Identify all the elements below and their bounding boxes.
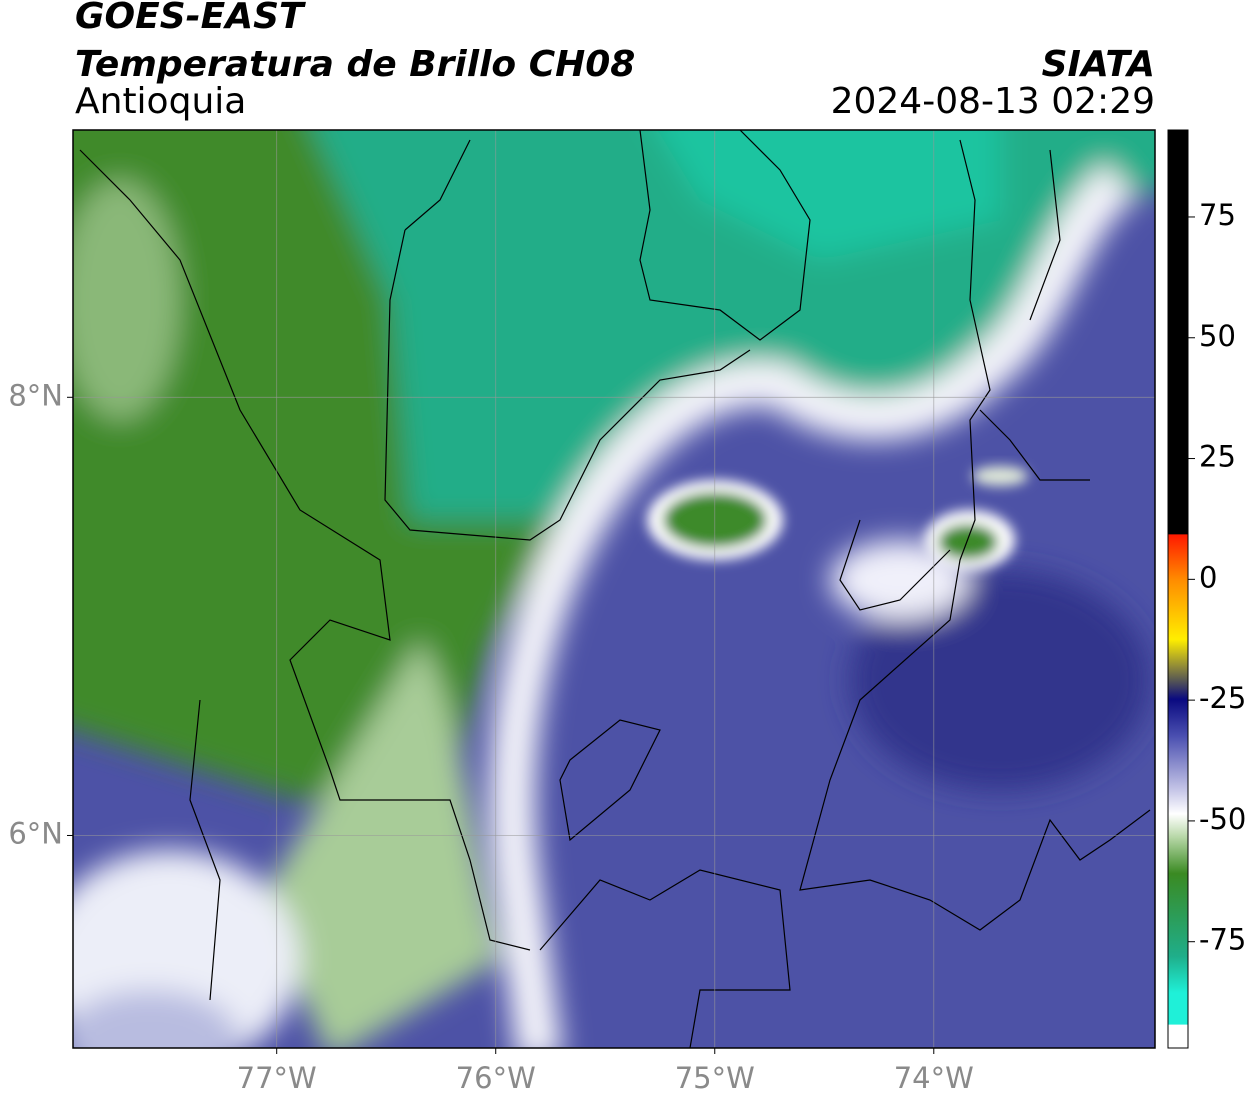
- x-tick-label: 77°W: [237, 1061, 317, 1095]
- cold-core: [850, 570, 1150, 790]
- satellite-field: [73, 130, 1155, 1048]
- light-green-west: [73, 180, 180, 420]
- source: SIATA: [1042, 44, 1155, 85]
- datetime: 2024-08-13 02:29: [831, 81, 1155, 122]
- colorbar-tick-label: -25: [1199, 681, 1246, 715]
- lavender-patch: [73, 990, 240, 1048]
- light-green: [260, 640, 500, 1048]
- map-frame: [72, 129, 1156, 1049]
- y-tick-label: 6°N: [8, 816, 63, 850]
- subtitle: Temperatura de Brillo CH08: [75, 44, 635, 85]
- colorbar-tick-label: -50: [1199, 802, 1246, 836]
- colorbar-tick-label: 75: [1199, 198, 1236, 232]
- region: Antioquia: [75, 81, 246, 122]
- x-tick-label: 75°W: [675, 1061, 755, 1095]
- y-tick-label: 8°N: [8, 378, 63, 412]
- gridlines: [73, 130, 1155, 1048]
- borders: [79, 130, 1151, 1048]
- colorbar-tick-label: 25: [1199, 440, 1236, 474]
- colorbar-tick-label: 50: [1199, 319, 1236, 353]
- colorbar: [1167, 129, 1189, 1049]
- title: GOES-EAST: [75, 0, 306, 37]
- white-cell: [830, 540, 970, 620]
- colorbar-tick-label: -75: [1199, 923, 1246, 957]
- x-tick-label: 74°W: [894, 1061, 974, 1095]
- teal-bright: [658, 130, 1000, 260]
- white-band: [489, 162, 1136, 1048]
- field-shapes: [73, 130, 1155, 1048]
- colorbar-tick-label: 0: [1199, 560, 1217, 594]
- x-tick-label: 76°W: [456, 1061, 536, 1095]
